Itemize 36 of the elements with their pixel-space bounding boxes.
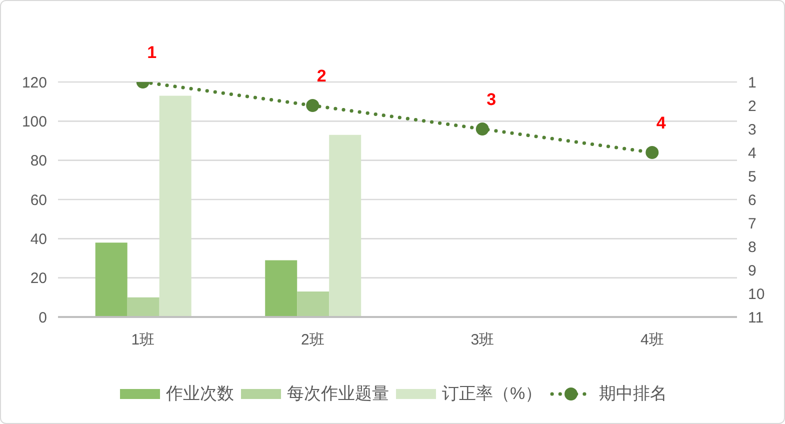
y2-tick-label: 4 xyxy=(748,144,756,162)
y2-tick-label: 9 xyxy=(748,262,756,280)
y-tick-label: 60 xyxy=(30,192,47,209)
data-label: 3 xyxy=(486,90,496,109)
y2-tick-label: 3 xyxy=(748,121,756,138)
legend-label: 作业次数 xyxy=(166,383,234,405)
legend-label: 订正率（%） xyxy=(442,383,542,405)
x-tick-label: 2班 xyxy=(300,332,324,349)
y2-tick-label: 11 xyxy=(748,309,764,326)
y-tick-label: 100 xyxy=(22,113,47,130)
y2-tick-label: 7 xyxy=(748,215,756,232)
y2-tick-label: 1 xyxy=(748,74,756,92)
y2-tick-label: 2 xyxy=(748,98,756,115)
x-tick-label: 3班 xyxy=(470,332,494,349)
y-tick-label: 120 xyxy=(22,74,47,92)
bar xyxy=(265,260,298,317)
legend-label: 每次作业题量 xyxy=(286,383,389,405)
bar xyxy=(329,134,362,317)
legend-label: 期中排名 xyxy=(599,383,668,405)
bar xyxy=(127,297,160,317)
y2-tick-label: 5 xyxy=(748,168,756,186)
data-label: 2 xyxy=(316,66,326,86)
y-tick-label: 0 xyxy=(38,309,47,326)
y-tick-label: 40 xyxy=(30,230,47,248)
bar xyxy=(95,242,128,317)
bar xyxy=(297,292,330,317)
x-tick-label: 1班 xyxy=(131,332,155,349)
y2-tick-label: 6 xyxy=(748,192,756,209)
data-label: 4 xyxy=(656,114,666,132)
data-label: 1 xyxy=(147,43,157,62)
x-tick-label: 4班 xyxy=(640,332,664,349)
bar xyxy=(159,96,192,317)
y2-tick-label: 10 xyxy=(748,286,765,303)
y-tick-label: 20 xyxy=(30,270,47,288)
y2-tick-label: 8 xyxy=(748,238,756,256)
y-tick-label: 80 xyxy=(30,152,47,170)
